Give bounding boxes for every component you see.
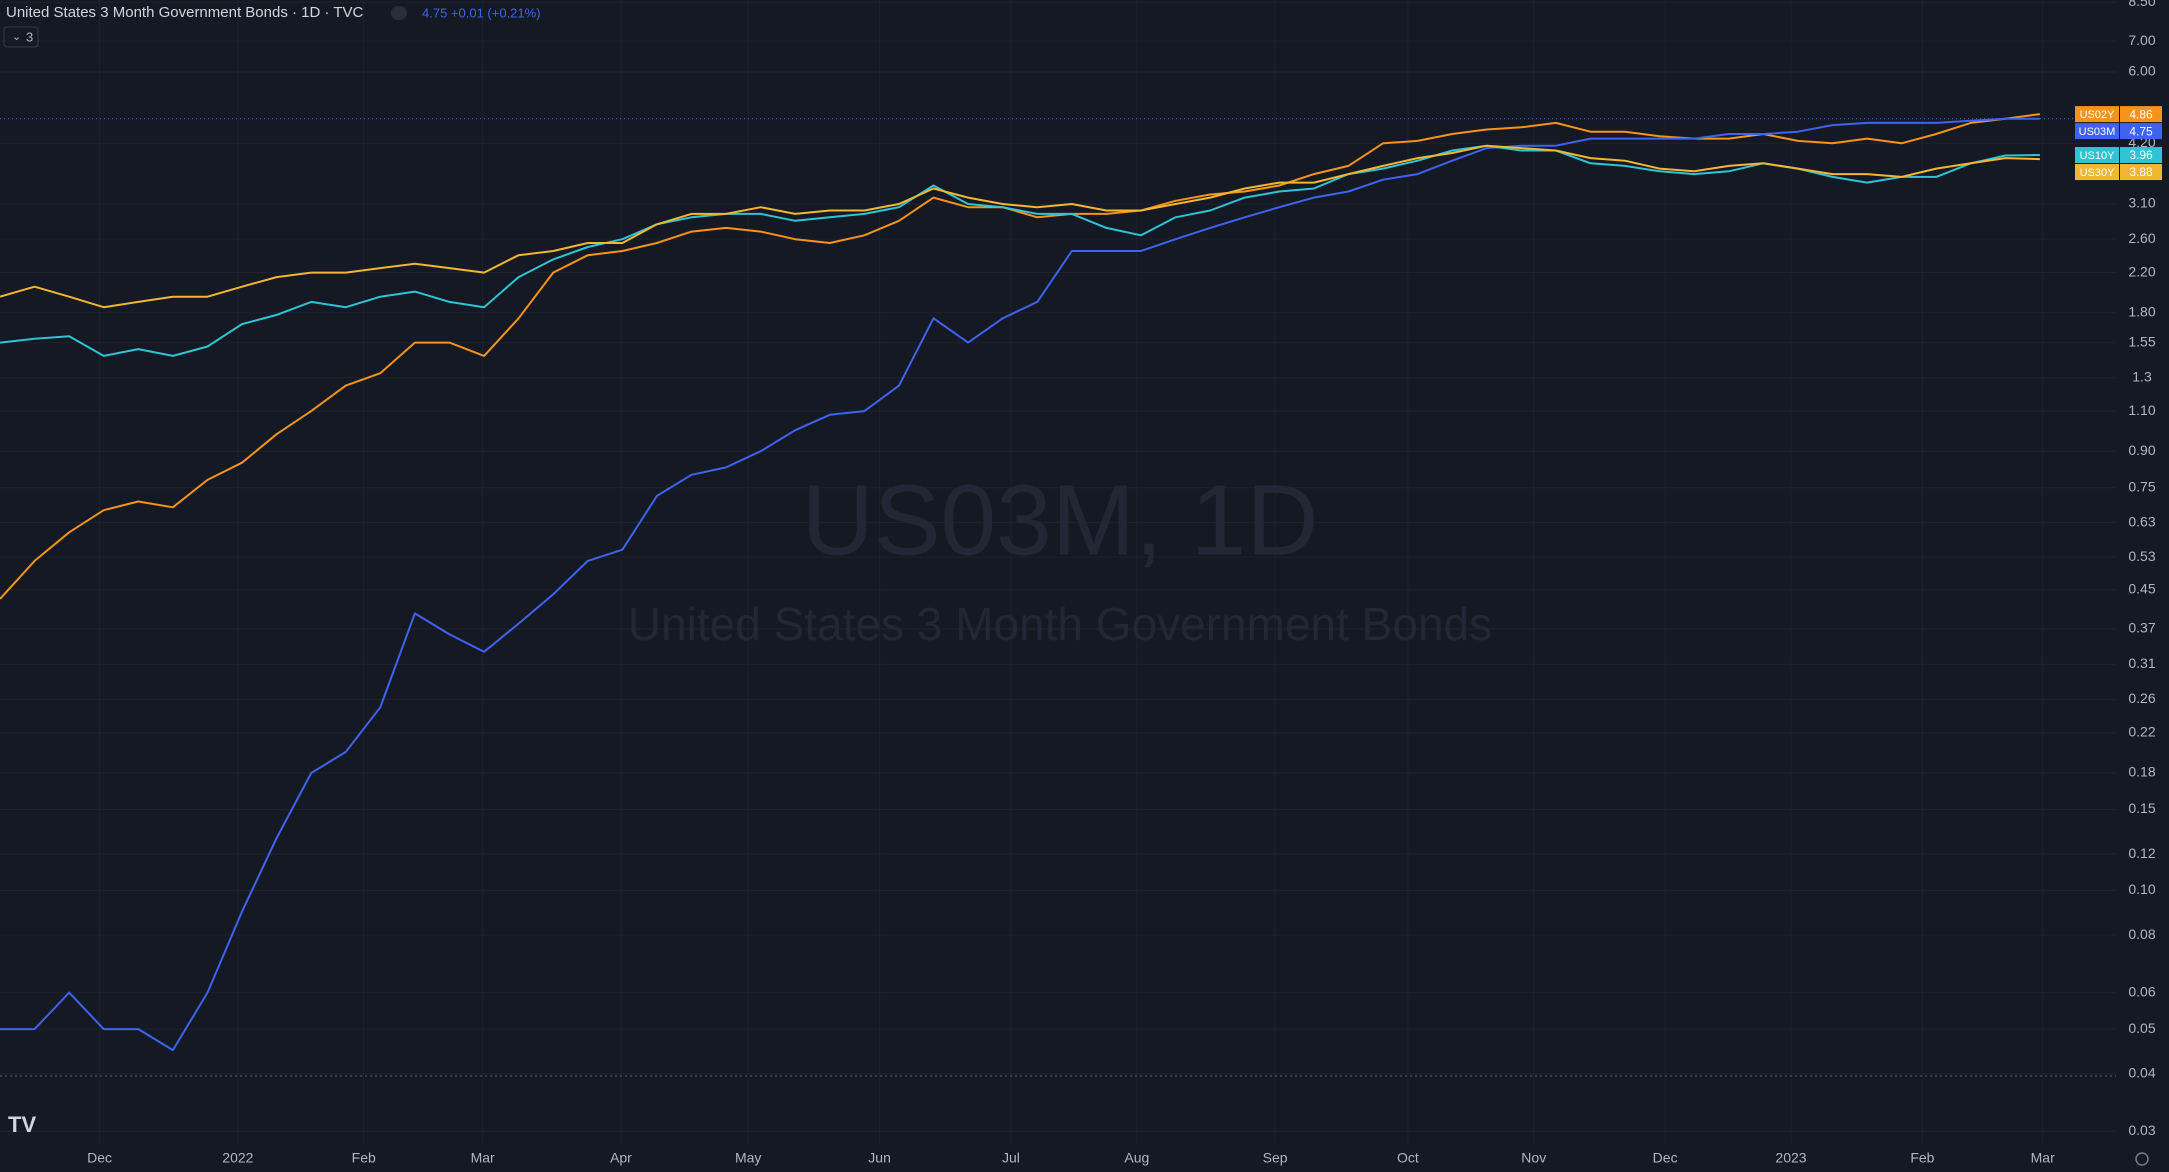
y-tick-label: 0.10	[2128, 881, 2155, 897]
axes: 8.507.006.004.203.102.602.201.801.551.31…	[87, 0, 2156, 1166]
y-tick-label: 0.22	[2128, 724, 2155, 740]
status-icon	[391, 6, 407, 20]
tag-name: US02Y	[2080, 109, 2116, 121]
x-tick-label: Mar	[471, 1150, 495, 1166]
tag-name-bg	[2075, 147, 2119, 164]
x-tick-label: Apr	[610, 1150, 632, 1166]
x-tick-label: Jun	[868, 1150, 891, 1166]
x-tick-label: Aug	[1124, 1150, 1149, 1166]
y-tick-label: 0.63	[2128, 513, 2155, 529]
watermark-description: United States 3 Month Government Bonds	[628, 598, 1492, 650]
y-tick-label: 1.3	[2132, 368, 2152, 384]
x-tick-label: 2023	[1775, 1150, 1806, 1166]
series-line	[0, 117, 2040, 1052]
y-tick-label: 0.03	[2128, 1122, 2155, 1138]
indicator-toggle[interactable]	[3, 26, 39, 48]
x-tick-label: Nov	[1521, 1150, 1546, 1166]
x-tick-label: Feb	[352, 1150, 376, 1166]
y-tick-label: 0.45	[2128, 581, 2155, 597]
y-tick-label: 0.75	[2128, 478, 2155, 494]
y-tick-label: 0.05	[2128, 1020, 2155, 1036]
lines	[0, 113, 2116, 1052]
tag-value-bg	[2120, 123, 2162, 140]
y-tick-label: 0.08	[2128, 926, 2155, 942]
tag-name: US03M	[2079, 126, 2116, 138]
y-tick-label: 3.10	[2128, 195, 2155, 211]
y-tick-label: 6.00	[2128, 63, 2155, 79]
x-tick-label: Dec	[87, 1150, 112, 1166]
tag-value-bg	[2120, 164, 2162, 181]
time-axis-bg	[0, 1145, 2169, 1172]
tag-value-bg	[2120, 147, 2162, 164]
tag-value: 3.96	[2129, 148, 2153, 162]
tag-value-bg	[2120, 106, 2162, 123]
y-tick-label: 0.37	[2128, 620, 2155, 636]
tag-name: US30Y	[2080, 167, 2116, 179]
y-tick-label: 1.80	[2128, 303, 2155, 319]
x-tick-label: May	[735, 1150, 761, 1166]
chart-title: United States 3 Month Government Bonds ·…	[6, 4, 364, 21]
settings-icon[interactable]	[2135, 1152, 2149, 1166]
tag-name-bg	[2075, 164, 2119, 181]
x-tick-label: Feb	[1910, 1150, 1934, 1166]
indicator-count[interactable]: 3	[26, 29, 33, 44]
x-tick-label: Sep	[1263, 1150, 1288, 1166]
price-axis-bg	[2116, 0, 2169, 1172]
tag-value: 3.88	[2129, 165, 2153, 179]
y-tick-label: 0.53	[2128, 548, 2155, 564]
tag-value: 4.75	[2129, 124, 2153, 138]
y-tick-label: 2.60	[2128, 230, 2155, 246]
tag-name-bg	[2075, 123, 2119, 140]
grid	[0, 0, 2116, 1145]
y-tick-label: 2.20	[2128, 263, 2155, 279]
tag-name-bg	[2075, 106, 2119, 123]
y-tick-label: 0.90	[2128, 442, 2155, 458]
y-tick-label: 0.12	[2128, 845, 2155, 861]
series-line	[0, 144, 2040, 357]
x-tick-label: Dec	[1653, 1150, 1678, 1166]
quote: 4.75 +0.01 (+0.21%)	[422, 5, 541, 20]
tag-name: US10Y	[2080, 150, 2116, 162]
x-tick-label: Mar	[2031, 1150, 2055, 1166]
y-tick-label: 1.10	[2128, 402, 2155, 418]
watermark-symbol: US03M, 1D	[802, 464, 1319, 576]
indicator-chevron: ⌄	[12, 31, 21, 43]
x-tick-label: Oct	[1397, 1150, 1419, 1166]
y-tick-label: 7.00	[2128, 32, 2155, 48]
y-tick-label: 0.06	[2128, 983, 2155, 999]
tag-value: 4.86	[2129, 107, 2153, 121]
series-line	[0, 144, 2040, 309]
y-tick-label: 0.18	[2128, 764, 2155, 780]
x-tick-label: Jul	[1002, 1150, 1020, 1166]
y-tick-label: 0.15	[2128, 800, 2155, 816]
y-tick-label: 0.26	[2128, 690, 2155, 706]
price-tags: US02Y 4.86 US03M 4.75 US10Y 3.96 US30Y 3.88	[2075, 106, 2162, 181]
y-tick-label: 0.04	[2128, 1064, 2155, 1080]
x-tick-label: 2022	[222, 1150, 253, 1166]
y-tick-label: 8.50	[2128, 0, 2155, 9]
y-tick-label: 0.31	[2128, 655, 2155, 671]
y-tick-label: 1.55	[2128, 333, 2155, 349]
logo[interactable]: TV	[8, 1112, 36, 1137]
